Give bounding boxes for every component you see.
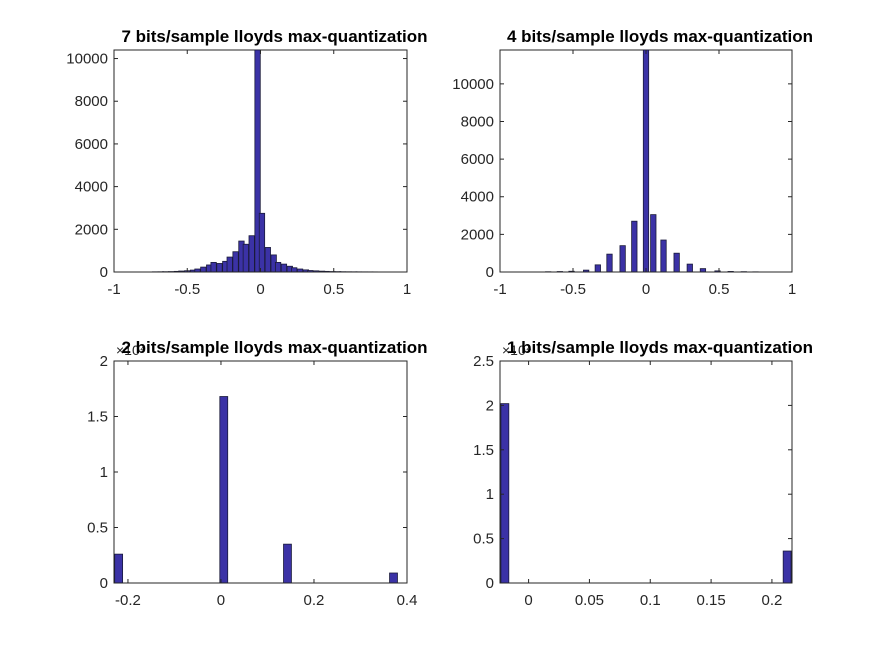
y-tick-label: 4000 [75, 179, 108, 196]
y-tick-label: 2 [100, 353, 108, 370]
histogram-bar [699, 268, 707, 273]
y-tick-label: 10000 [452, 76, 494, 93]
x-tick-label: 0.5 [323, 281, 344, 298]
y-tick-label: 4000 [461, 189, 494, 206]
x-tick-label: -0.5 [560, 281, 586, 298]
y-tick-label: 1 [486, 486, 494, 503]
histogram-bar [258, 212, 266, 273]
histogram-bar [242, 243, 249, 273]
subplot-1: -1 -0.5 0 0.5 1 0 2000 4000 6000 8000 10000 7 bits/… [66, 27, 427, 298]
y-tick-label: 2000 [461, 226, 494, 243]
y-tick-label: 0 [486, 264, 494, 281]
x-tick-label: 1 [788, 281, 796, 298]
histogram-bar [274, 261, 282, 273]
y-tick-label: 1 [100, 464, 108, 481]
histogram-bar [114, 553, 124, 584]
histogram-bar [500, 403, 510, 584]
histogram-bar [283, 543, 292, 584]
x-tick-label: 0 [524, 592, 532, 609]
y-tick-label: 1.5 [87, 409, 108, 426]
y-tick-label: 0.5 [473, 531, 494, 548]
x-tick-label: 0.4 [397, 592, 418, 609]
histogram-bar [226, 256, 233, 273]
y-tick-label: 8000 [461, 113, 494, 130]
histogram-bar [686, 263, 693, 273]
y-tick-label: 0 [100, 575, 108, 592]
histogram-bar [606, 253, 613, 273]
y-tick-label: 6000 [75, 136, 108, 153]
histogram-bar [782, 550, 792, 584]
x-tick-label: 0.2 [761, 592, 782, 609]
y-tick-label: 0 [100, 264, 108, 281]
histogram-bar [389, 572, 398, 584]
y-tick-label: 1.5 [473, 442, 494, 459]
histogram-bar [631, 220, 638, 273]
x-tick-label: -1 [493, 281, 506, 298]
subplot-title: 1 bits/sample lloyds max-quantization [507, 338, 813, 357]
subplot-title: 2 bits/sample lloyds max-quantization [121, 338, 427, 357]
y-exponent-label: ×10⁴ [502, 342, 532, 358]
x-tick-label: 0 [256, 281, 264, 298]
axes-frame [113, 360, 408, 584]
x-tick-label: 0.15 [696, 592, 725, 609]
y-tick-label: 2 [486, 397, 494, 414]
x-tick-label: 0.5 [709, 281, 730, 298]
y-tick-label: 10000 [66, 51, 108, 68]
x-tick-label: -0.2 [115, 592, 141, 609]
y-tick-label: 2000 [75, 221, 108, 238]
histogram-bar [594, 264, 601, 273]
x-tick-label: 0 [217, 592, 225, 609]
x-tick-label: 0.1 [640, 592, 661, 609]
histogram-bar [650, 214, 657, 273]
subplot-title: 7 bits/sample lloyds max-quantization [121, 27, 427, 46]
x-tick-label: -0.5 [174, 281, 200, 298]
y-tick-label: 0 [486, 575, 494, 592]
y-tick-label: 8000 [75, 93, 108, 110]
x-tick-label: 0 [642, 281, 650, 298]
histogram-bar [219, 396, 229, 584]
y-tick-label: 0.5 [87, 520, 108, 537]
axes-frame [499, 360, 793, 584]
histogram-bar [291, 267, 298, 273]
y-tick-label: 6000 [461, 151, 494, 168]
histogram-bar [660, 239, 667, 273]
x-tick-label: -1 [107, 281, 120, 298]
histogram-bar [200, 266, 207, 273]
histogram-bar [673, 252, 680, 273]
histogram-bar [248, 235, 255, 273]
histogram-bar [216, 263, 223, 273]
histogram-bar [642, 49, 650, 273]
x-tick-label: 0.2 [304, 592, 325, 609]
histogram-bar [264, 247, 271, 273]
subplot-title: 4 bits/sample lloyds max-quantization [507, 27, 813, 46]
subplot-2: -1 -0.5 0 0.5 1 0 2000 4000 6000 8000 10000 4 bits/… [452, 27, 813, 298]
y-tick-label: 2.5 [473, 353, 494, 370]
histogram-bar [280, 263, 288, 273]
x-tick-label: 0.05 [575, 592, 604, 609]
histogram-bar [210, 261, 217, 273]
histogram-bar [232, 251, 239, 273]
x-tick-label: 1 [403, 281, 411, 298]
histogram-bar [619, 245, 626, 273]
y-exponent-label: ×10⁴ [116, 342, 146, 358]
